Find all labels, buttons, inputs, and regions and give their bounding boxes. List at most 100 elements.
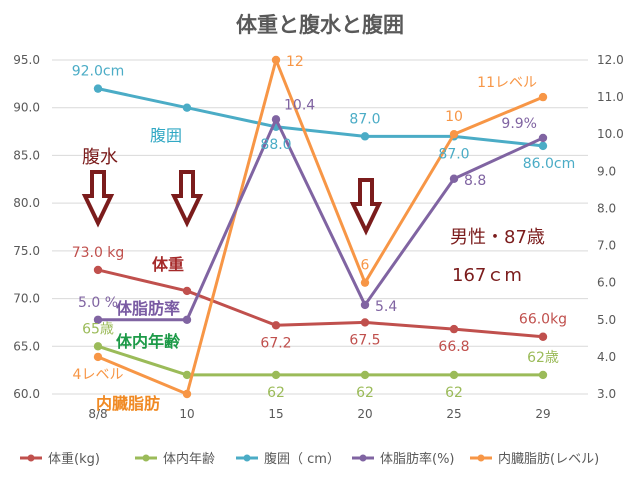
right-tick-label: 10.0 — [597, 127, 624, 141]
data-label: 67.2 — [260, 335, 291, 351]
data-label: 66.0kg — [519, 312, 567, 328]
data-label: 86.0cm — [523, 156, 576, 172]
data-label: 62 — [445, 385, 463, 401]
legend-marker — [142, 454, 150, 462]
left-tick-label: 85.0 — [13, 148, 40, 162]
down-arrow-icon — [170, 170, 204, 228]
left-axis: 60.0 65.0 70.0 75.0 80.0 85.0 90.0 95.0 — [13, 53, 40, 401]
right-tick-label: 6.0 — [597, 276, 616, 290]
data-point — [93, 265, 103, 275]
down-arrow-icon — [349, 178, 383, 236]
annotation-taishibou: 体脂肪率 — [116, 299, 180, 318]
right-tick-label: 8.0 — [597, 201, 616, 215]
x-tick-label: 20 — [357, 407, 372, 421]
annotation-taiju: 体重 — [152, 255, 184, 274]
data-label: 4レベル — [73, 367, 124, 383]
data-point — [182, 103, 192, 112]
legend-marker — [477, 454, 485, 462]
annotation-tainai-nenrei: 体内年齢 — [116, 332, 181, 351]
data-label: 87.0 — [349, 111, 380, 127]
left-tick-label: 90.0 — [13, 101, 40, 115]
annotation-profile: 男性・87歳 — [450, 227, 545, 248]
data-point — [93, 315, 103, 324]
data-point — [182, 315, 192, 324]
data-point — [360, 278, 370, 287]
legend: 体重(kg) 体内年齢 腹囲（ cm） 体脂肪率(%) 内臓脂肪(レベル) — [20, 451, 599, 467]
left-tick-label: 75.0 — [13, 244, 40, 258]
data-label: 66.8 — [438, 339, 469, 355]
series-line — [98, 117, 544, 322]
annotation-naizou: 内臓脂肪 — [96, 394, 160, 413]
right-tick-label: 5.0 — [597, 313, 616, 327]
data-point — [449, 130, 459, 139]
data-point — [93, 84, 103, 93]
legend-label: 体重(kg) — [48, 451, 100, 467]
data-point — [271, 55, 281, 65]
data-labels: 92.0cm 88.0 87.0 87.0 86.0cm 73.0 kg 67.2 67.5 6… — [72, 54, 576, 401]
data-point — [360, 300, 370, 310]
x-tick-label: 15 — [268, 407, 283, 421]
annotation-fukusui: 腹水 — [82, 147, 118, 168]
data-point — [538, 370, 548, 380]
legend-label: 腹囲（ cm） — [264, 451, 340, 467]
chart-title: 体重と腹水と腹囲 — [236, 13, 404, 37]
legend-marker — [27, 454, 35, 462]
series-line — [97, 344, 543, 377]
data-point — [182, 370, 192, 380]
data-point — [538, 332, 548, 341]
left-tick-label: 95.0 — [13, 53, 40, 67]
data-label: 10 — [445, 109, 463, 125]
data-point — [182, 286, 192, 296]
data-point — [182, 389, 192, 399]
data-label: 88.0 — [260, 137, 291, 153]
data-label: 10.4 — [284, 97, 315, 113]
data-point — [538, 92, 548, 102]
data-label: 12 — [286, 54, 304, 70]
data-point — [93, 342, 103, 351]
data-point — [360, 132, 370, 141]
data-point — [449, 324, 459, 334]
data-point — [360, 370, 370, 380]
right-tick-label: 11.0 — [597, 90, 624, 104]
right-tick-label: 3.0 — [597, 387, 616, 401]
x-tick-label: 29 — [535, 407, 550, 421]
data-label: 67.5 — [349, 332, 380, 348]
data-label: 6 — [361, 258, 370, 274]
data-point — [538, 133, 548, 143]
data-label: 62 — [356, 385, 374, 401]
right-tick-label: 12.0 — [597, 53, 624, 67]
x-axis: 8/8 10 15 20 25 29 — [88, 407, 550, 421]
data-label: 62 — [267, 385, 285, 401]
data-label: 9.9% — [501, 116, 537, 132]
data-point — [449, 174, 459, 183]
legend-label: 内臓脂肪(レベル) — [498, 451, 599, 467]
x-tick-label: 10 — [179, 407, 194, 421]
data-label: 92.0cm — [72, 64, 125, 80]
data-label: 73.0 kg — [72, 245, 125, 261]
data-label: 65歳 — [82, 321, 114, 337]
legend-marker — [359, 454, 367, 462]
data-label: 5.4 — [375, 299, 397, 315]
arrows — [81, 170, 383, 236]
annotation-fukui: 腹囲 — [150, 126, 182, 145]
series-line — [97, 268, 544, 339]
left-tick-label: 80.0 — [13, 196, 40, 210]
data-point — [360, 318, 370, 327]
data-label: 11レベル — [477, 75, 537, 91]
right-axis: 3.0 4.0 5.0 6.0 7.0 8.0 9.0 10.0 11.0 12.0 — [597, 53, 624, 401]
gridlines — [52, 59, 588, 395]
data-point — [271, 370, 281, 380]
x-tick-label: 8/8 — [88, 407, 107, 421]
series-line — [97, 87, 544, 148]
left-tick-label: 70.0 — [13, 292, 40, 306]
legend-label: 体内年齢 — [163, 451, 215, 467]
data-point — [271, 115, 281, 124]
data-point — [538, 141, 548, 151]
annotation-height: 167ｃm — [452, 265, 522, 286]
series-group — [93, 55, 548, 399]
right-tick-label: 9.0 — [597, 164, 616, 178]
data-point — [271, 321, 281, 330]
data-label: 8.8 — [464, 173, 486, 189]
right-tick-label: 4.0 — [597, 350, 616, 364]
data-point — [449, 370, 459, 380]
